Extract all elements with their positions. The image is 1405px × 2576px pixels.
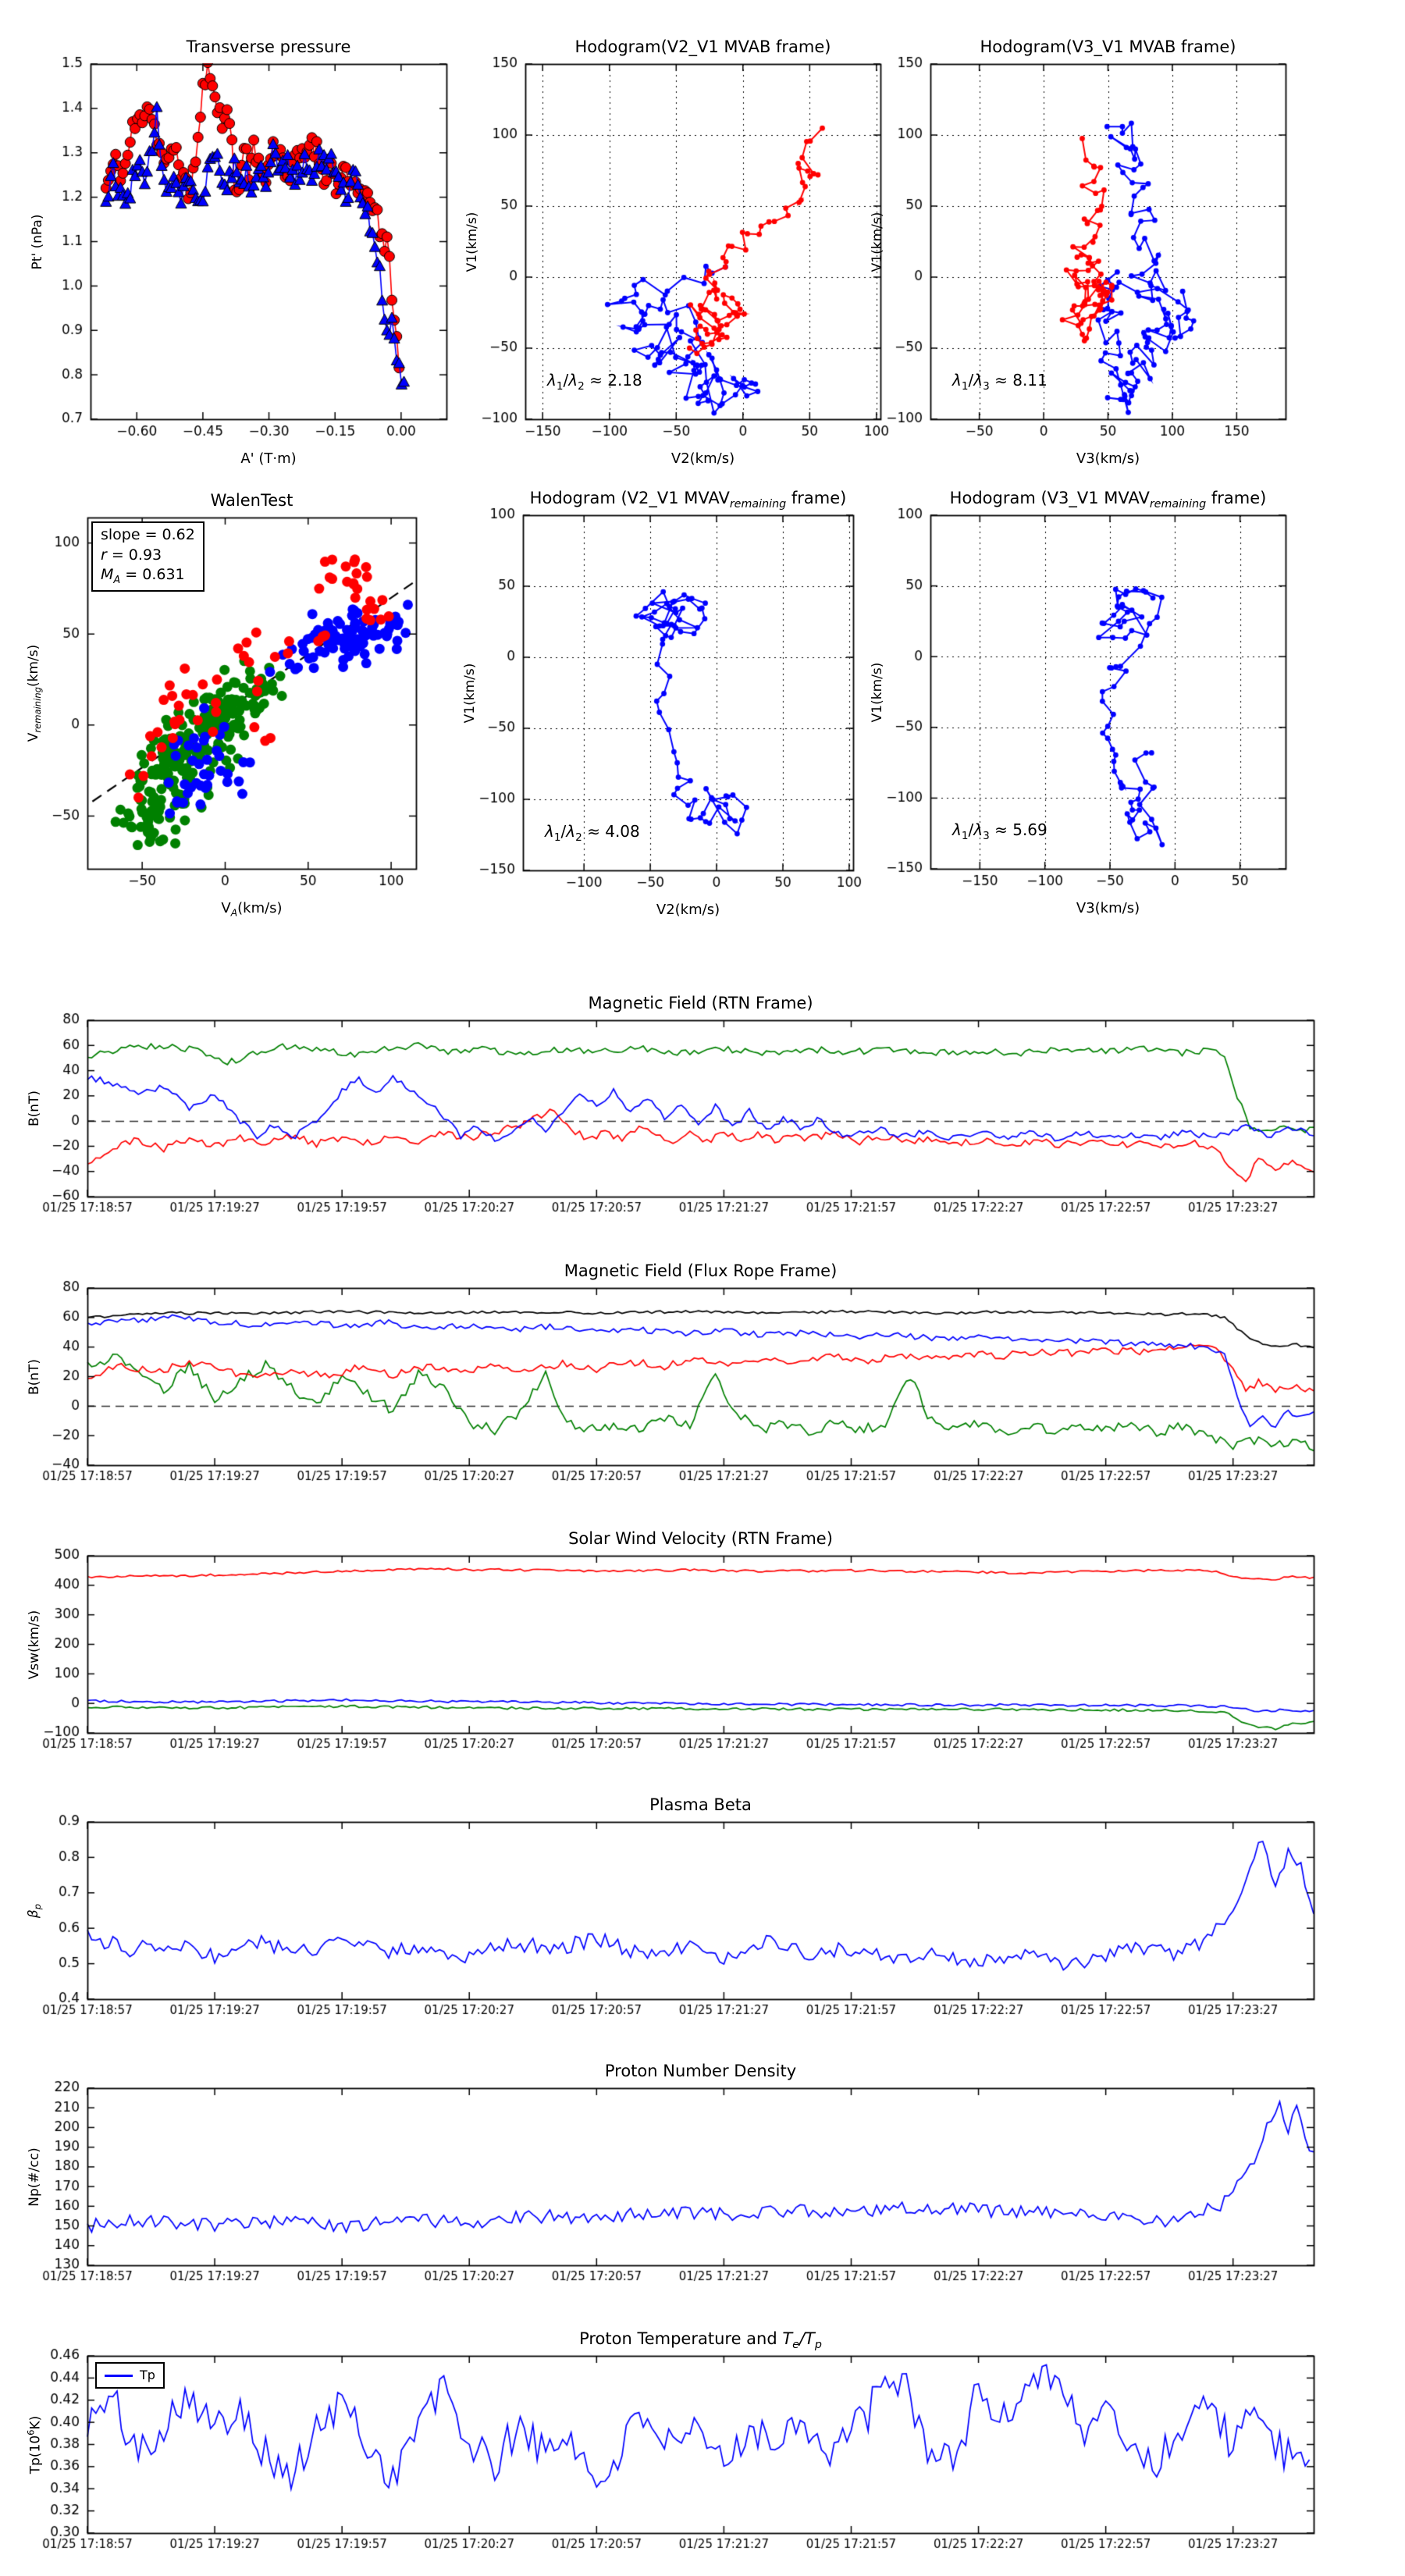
charts-canvas bbox=[0, 0, 1405, 2576]
